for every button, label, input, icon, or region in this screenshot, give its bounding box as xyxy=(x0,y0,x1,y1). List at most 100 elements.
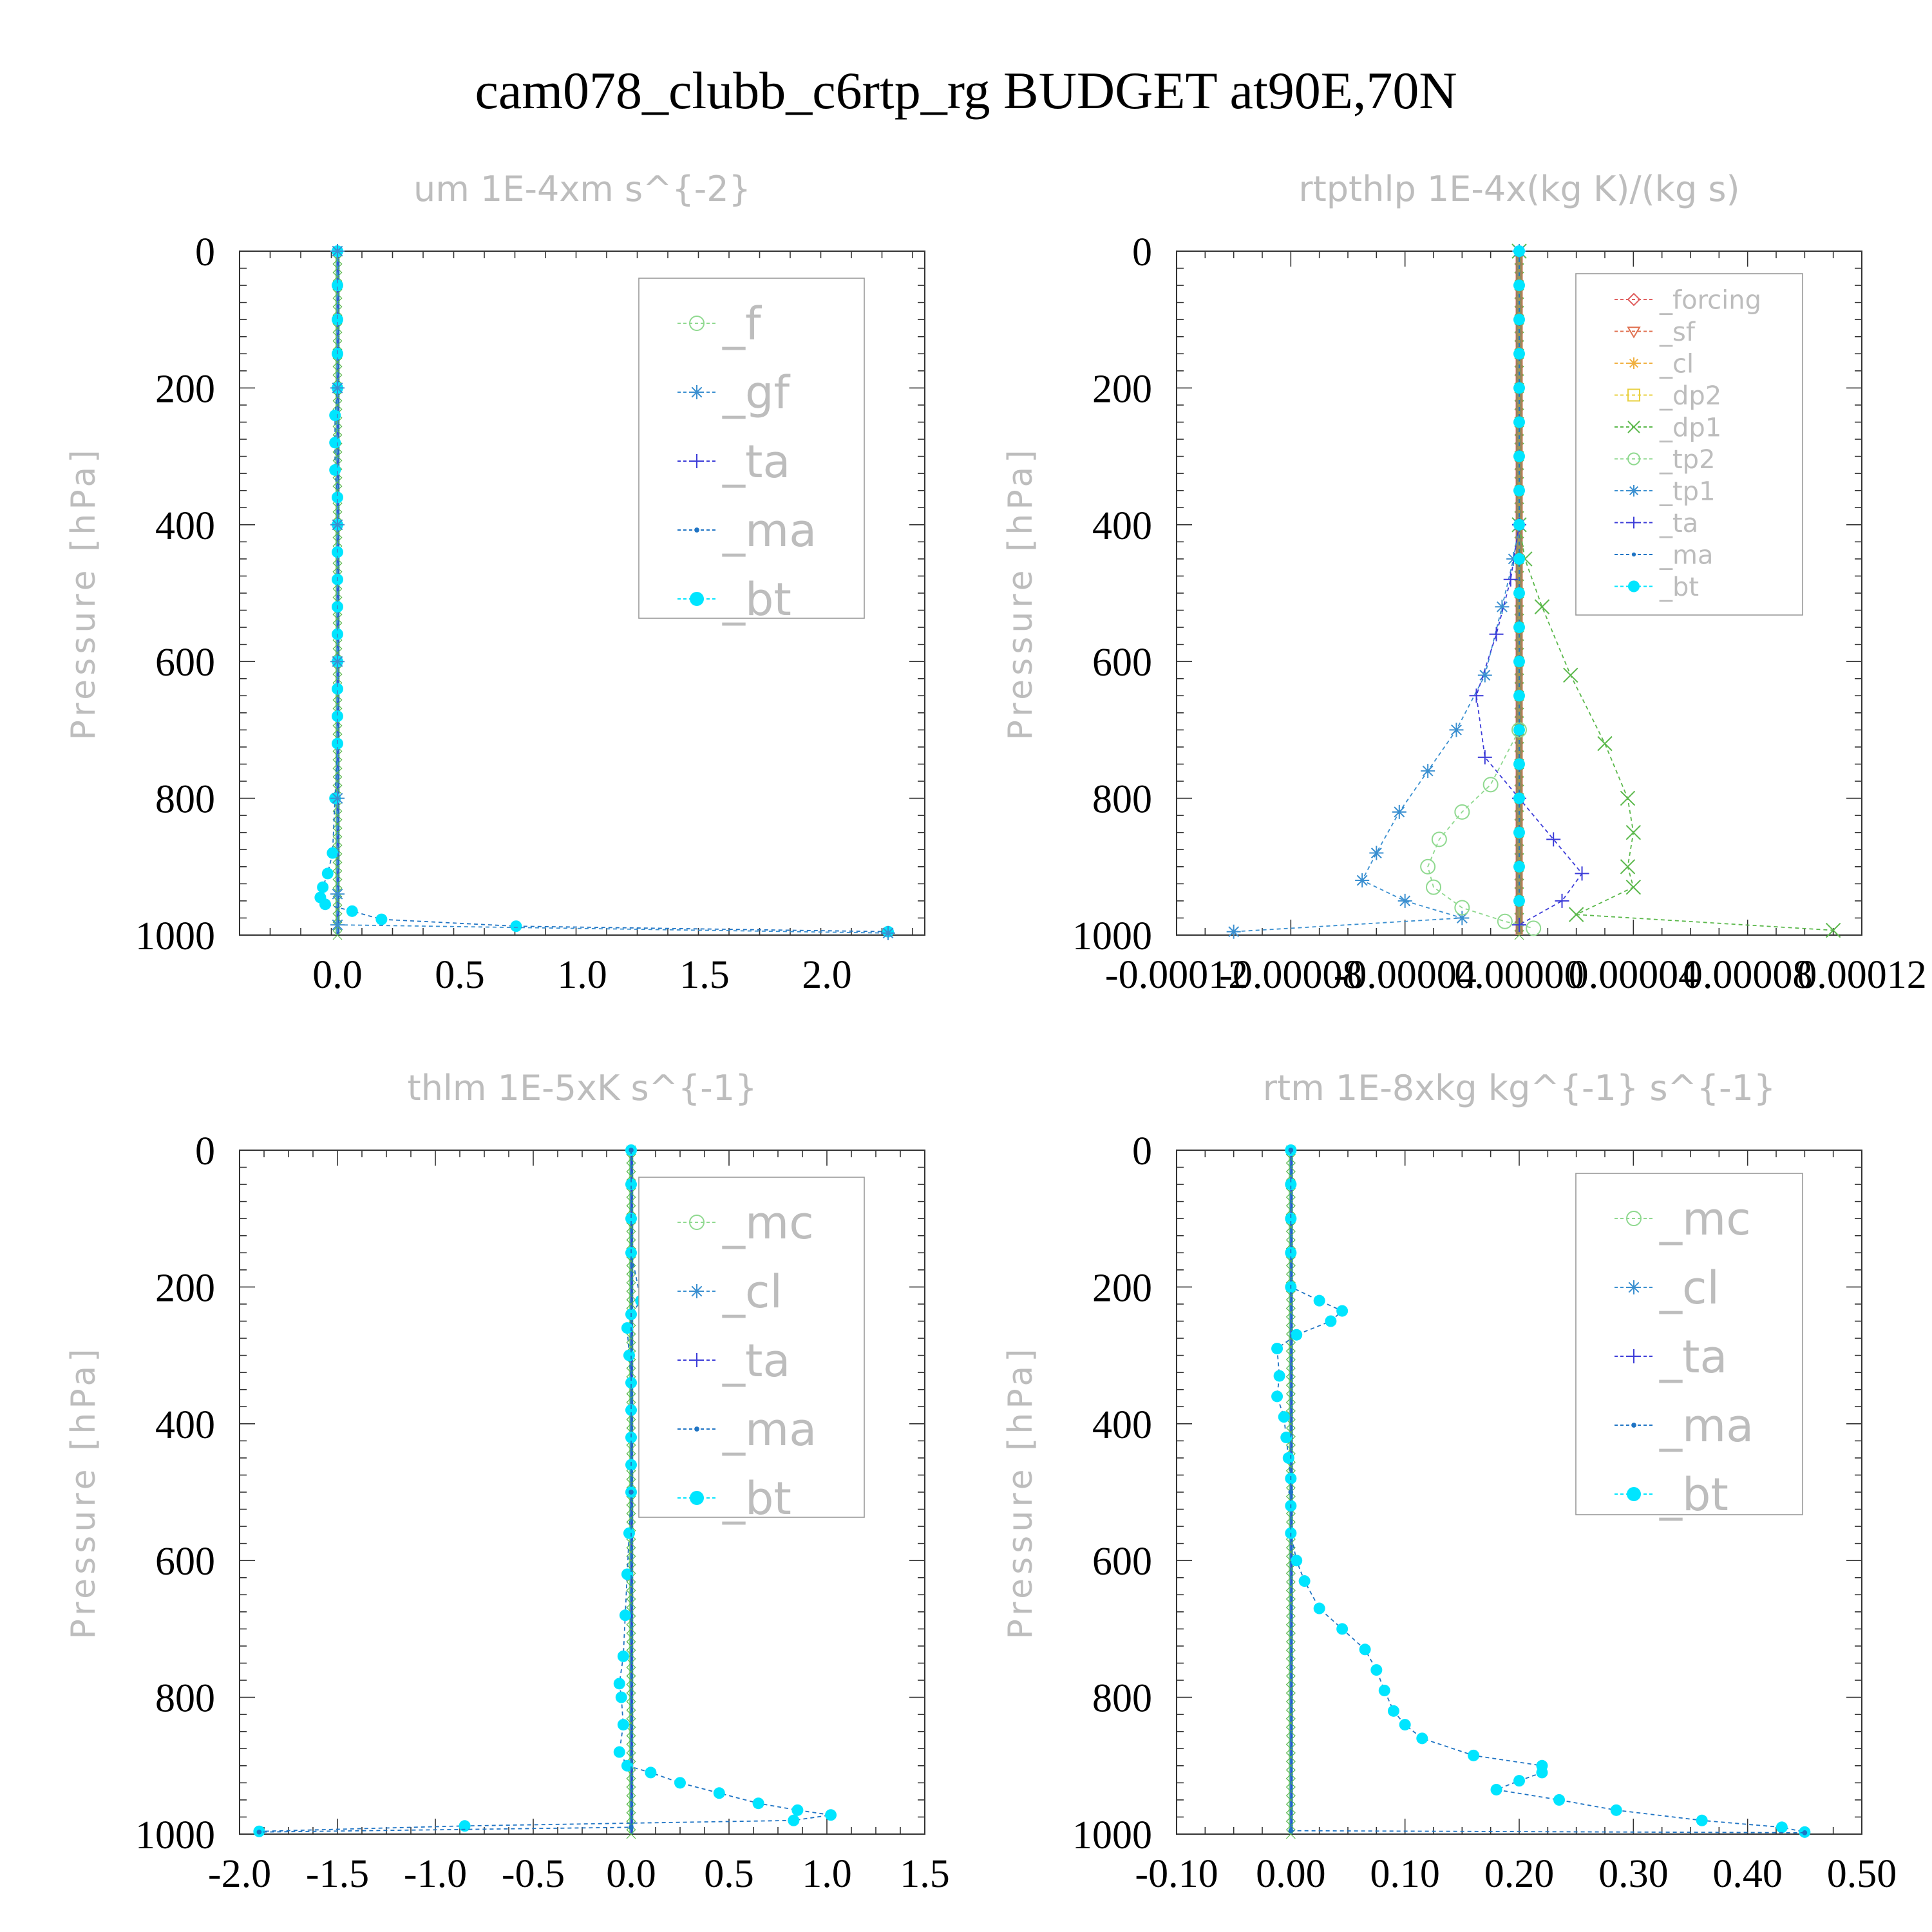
legend-label: _f xyxy=(722,298,762,350)
data-point xyxy=(329,437,341,449)
data-point xyxy=(1426,879,1441,895)
data-point xyxy=(1555,893,1569,908)
data-point xyxy=(330,517,345,532)
legend-label: _ta xyxy=(1659,509,1698,538)
x-tick-label: 0.10 xyxy=(1370,1852,1440,1896)
data-point xyxy=(1489,627,1504,641)
data-point xyxy=(1313,1602,1325,1615)
data-point xyxy=(625,1179,637,1191)
y-tick-label: 400 xyxy=(155,504,215,548)
axis-ticks xyxy=(239,1150,925,1835)
series-tp1 xyxy=(1226,244,1526,939)
legend-label: _cl xyxy=(1659,349,1694,379)
data-point xyxy=(329,464,341,476)
chart-panel-1: um 1E-4xm s^{-2} Pressure [hPa] 0 200 400 600… xyxy=(64,169,925,997)
data-point xyxy=(1420,858,1436,875)
legend-marker xyxy=(690,454,704,468)
data-point xyxy=(510,920,522,933)
y-tick-label: 600 xyxy=(155,1540,215,1584)
data-point xyxy=(1513,621,1525,634)
panel-title: thlm 1E-5xK s^{-1} xyxy=(408,1068,757,1108)
data-point xyxy=(1378,1684,1390,1696)
data-point xyxy=(1336,1623,1349,1635)
data-point xyxy=(1513,690,1525,702)
data-point xyxy=(1421,764,1435,779)
y-tick-label: 800 xyxy=(155,1677,215,1721)
data-point xyxy=(332,314,343,326)
legend-label: _cl xyxy=(1659,1262,1719,1314)
data-point xyxy=(1336,1305,1349,1317)
y-tick-label: 800 xyxy=(1092,1677,1152,1721)
data-point xyxy=(1288,1490,1294,1495)
x-tick-label: -1.0 xyxy=(404,1852,467,1896)
data-point xyxy=(1563,667,1578,683)
data-point xyxy=(1278,1411,1290,1423)
y-tick-label: 400 xyxy=(1092,504,1152,548)
legend-box xyxy=(1575,273,1803,616)
x-tick-label: 0.0 xyxy=(312,953,363,997)
data-point xyxy=(1526,920,1542,936)
data-point xyxy=(1288,1148,1294,1153)
data-point xyxy=(1513,587,1525,599)
series-line xyxy=(1519,251,1833,931)
data-point xyxy=(1802,1830,1808,1835)
x-tick-label: 0.00008 xyxy=(1683,953,1813,997)
panel-title: um 1E-4xm s^{-2} xyxy=(413,169,751,209)
data-point xyxy=(1469,688,1484,703)
legend-label: _forcing xyxy=(1659,285,1761,315)
x-tick-label: 1.5 xyxy=(679,953,730,997)
legend: _f _gf _ta _ma _bt xyxy=(638,278,865,626)
data-point xyxy=(1285,1179,1297,1191)
data-point xyxy=(752,1797,764,1810)
series-bt xyxy=(1271,1144,1811,1838)
data-point xyxy=(1298,1575,1311,1587)
legend-label: _mc xyxy=(722,1197,814,1249)
legend-marker xyxy=(1627,452,1640,466)
data-point xyxy=(1513,1775,1525,1787)
legend-label: _tp2 xyxy=(1659,445,1716,475)
y-axis-label: Pressure [hPa] xyxy=(64,1345,103,1640)
legend-marker xyxy=(689,1215,705,1230)
legend-marker xyxy=(690,1353,704,1367)
chart-panel-4: rtm 1E-8xkg kg^{-1} s^{-1} Pressure [hPa]… xyxy=(1001,1068,1897,1896)
data-point xyxy=(1431,831,1447,848)
data-point xyxy=(332,279,343,292)
y-tick-label: 600 xyxy=(1092,1540,1152,1584)
data-point xyxy=(825,1809,837,1821)
y-tick-label: 400 xyxy=(155,1403,215,1447)
data-point xyxy=(1454,804,1470,820)
legend-marker xyxy=(1627,388,1640,402)
y-tick-label: 400 xyxy=(1092,1403,1152,1447)
x-tick-label: 0.0 xyxy=(606,1852,656,1896)
legend-marker xyxy=(1628,357,1640,369)
x-tick-label: -2.0 xyxy=(208,1852,271,1896)
data-point xyxy=(1495,600,1510,614)
y-tick-label: 1000 xyxy=(135,914,215,958)
legend-label: _ta xyxy=(722,1334,790,1387)
data-point xyxy=(1513,416,1525,428)
data-point xyxy=(1280,1432,1293,1444)
data-point xyxy=(1513,245,1525,257)
data-point xyxy=(330,654,345,669)
data-point xyxy=(1503,572,1518,587)
data-point xyxy=(623,1527,635,1539)
x-tick-label: -0.00008 xyxy=(1219,953,1362,997)
data-point xyxy=(1468,1749,1480,1761)
data-point xyxy=(1370,1664,1383,1676)
legend-marker xyxy=(694,527,699,533)
series-tp2 xyxy=(1420,722,1542,936)
data-point xyxy=(1696,1814,1708,1826)
data-point xyxy=(629,1824,634,1830)
legend-marker xyxy=(1631,1423,1636,1428)
legend-marker xyxy=(690,1491,704,1505)
data-point xyxy=(625,1432,637,1444)
data-point xyxy=(332,710,343,723)
data-point xyxy=(1597,735,1613,752)
data-point xyxy=(329,409,341,421)
x-tick-label: 0.40 xyxy=(1712,1852,1783,1896)
data-point xyxy=(613,1678,625,1690)
data-point xyxy=(1513,724,1525,736)
data-point xyxy=(1511,722,1527,738)
data-point xyxy=(625,1377,637,1389)
data-point xyxy=(1285,1213,1297,1225)
